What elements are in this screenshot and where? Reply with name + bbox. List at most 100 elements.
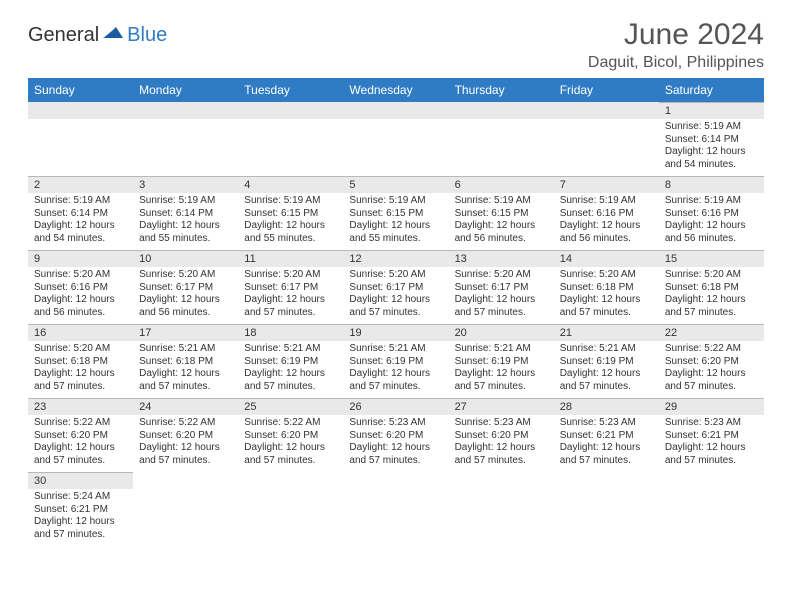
day-header: Monday (133, 78, 238, 102)
day-details: Sunrise: 5:21 AMSunset: 6:18 PMDaylight:… (133, 341, 238, 397)
day-number: 17 (133, 324, 238, 341)
day-number: 19 (343, 324, 448, 341)
header: General Blue June 2024 Daguit, Bicol, Ph… (28, 18, 764, 72)
sunrise-text: Sunrise: 5:19 AM (665, 195, 758, 208)
calendar-cell (343, 472, 448, 545)
sunset-text: Sunset: 6:20 PM (455, 430, 548, 443)
logo-text-general: General (28, 24, 99, 47)
sunset-text: Sunset: 6:14 PM (665, 134, 758, 147)
day-details: Sunrise: 5:20 AMSunset: 6:18 PMDaylight:… (554, 267, 659, 323)
sunset-text: Sunset: 6:17 PM (244, 282, 337, 295)
calendar-cell: 21Sunrise: 5:21 AMSunset: 6:19 PMDayligh… (554, 324, 659, 398)
daylight-text: Daylight: 12 hours and 57 minutes. (665, 294, 758, 319)
sunset-text: Sunset: 6:17 PM (139, 282, 232, 295)
empty-day-bar (133, 102, 238, 119)
day-details: Sunrise: 5:20 AMSunset: 6:17 PMDaylight:… (449, 267, 554, 323)
calendar-cell: 17Sunrise: 5:21 AMSunset: 6:18 PMDayligh… (133, 324, 238, 398)
sunset-text: Sunset: 6:21 PM (665, 430, 758, 443)
sunrise-text: Sunrise: 5:23 AM (349, 417, 442, 430)
day-number: 4 (238, 176, 343, 193)
calendar-cell: 29Sunrise: 5:23 AMSunset: 6:21 PMDayligh… (659, 398, 764, 472)
daylight-text: Daylight: 12 hours and 56 minutes. (560, 220, 653, 245)
day-details: Sunrise: 5:23 AMSunset: 6:21 PMDaylight:… (659, 415, 764, 471)
calendar-cell (449, 472, 554, 545)
calendar-cell: 20Sunrise: 5:21 AMSunset: 6:19 PMDayligh… (449, 324, 554, 398)
day-header: Saturday (659, 78, 764, 102)
month-title: June 2024 (588, 18, 764, 52)
empty-day-bar (28, 102, 133, 119)
day-header: Wednesday (343, 78, 448, 102)
calendar-table: SundayMondayTuesdayWednesdayThursdayFrid… (28, 78, 764, 545)
calendar-cell: 23Sunrise: 5:22 AMSunset: 6:20 PMDayligh… (28, 398, 133, 472)
day-details: Sunrise: 5:19 AMSunset: 6:15 PMDaylight:… (449, 193, 554, 249)
day-number: 25 (238, 398, 343, 415)
sunrise-text: Sunrise: 5:21 AM (560, 343, 653, 356)
sunset-text: Sunset: 6:19 PM (560, 356, 653, 369)
calendar-cell: 2Sunrise: 5:19 AMSunset: 6:14 PMDaylight… (28, 176, 133, 250)
daylight-text: Daylight: 12 hours and 57 minutes. (560, 442, 653, 467)
calendar-page: General Blue June 2024 Daguit, Bicol, Ph… (0, 0, 792, 563)
sunset-text: Sunset: 6:14 PM (34, 208, 127, 221)
day-number: 10 (133, 250, 238, 267)
sunrise-text: Sunrise: 5:19 AM (665, 121, 758, 134)
sunset-text: Sunset: 6:18 PM (665, 282, 758, 295)
sunrise-text: Sunrise: 5:19 AM (34, 195, 127, 208)
sunrise-text: Sunrise: 5:19 AM (560, 195, 653, 208)
daylight-text: Daylight: 12 hours and 57 minutes. (244, 294, 337, 319)
daylight-text: Daylight: 12 hours and 54 minutes. (665, 146, 758, 171)
sunset-text: Sunset: 6:18 PM (139, 356, 232, 369)
day-number: 23 (28, 398, 133, 415)
daylight-text: Daylight: 12 hours and 57 minutes. (139, 368, 232, 393)
daylight-text: Daylight: 12 hours and 57 minutes. (34, 368, 127, 393)
sunset-text: Sunset: 6:20 PM (349, 430, 442, 443)
day-number: 18 (238, 324, 343, 341)
sunrise-text: Sunrise: 5:24 AM (34, 491, 127, 504)
calendar-cell: 8Sunrise: 5:19 AMSunset: 6:16 PMDaylight… (659, 176, 764, 250)
calendar-cell: 15Sunrise: 5:20 AMSunset: 6:18 PMDayligh… (659, 250, 764, 324)
calendar-cell (28, 102, 133, 176)
day-number: 26 (343, 398, 448, 415)
sunrise-text: Sunrise: 5:20 AM (349, 269, 442, 282)
sunset-text: Sunset: 6:18 PM (34, 356, 127, 369)
calendar-cell: 3Sunrise: 5:19 AMSunset: 6:14 PMDaylight… (133, 176, 238, 250)
day-details: Sunrise: 5:19 AMSunset: 6:14 PMDaylight:… (659, 119, 764, 175)
daylight-text: Daylight: 12 hours and 57 minutes. (665, 442, 758, 467)
daylight-text: Daylight: 12 hours and 57 minutes. (349, 442, 442, 467)
calendar-cell: 16Sunrise: 5:20 AMSunset: 6:18 PMDayligh… (28, 324, 133, 398)
sunset-text: Sunset: 6:19 PM (455, 356, 548, 369)
daylight-text: Daylight: 12 hours and 55 minutes. (349, 220, 442, 245)
day-details: Sunrise: 5:22 AMSunset: 6:20 PMDaylight:… (238, 415, 343, 471)
calendar-week: 23Sunrise: 5:22 AMSunset: 6:20 PMDayligh… (28, 398, 764, 472)
calendar-cell: 27Sunrise: 5:23 AMSunset: 6:20 PMDayligh… (449, 398, 554, 472)
calendar-cell: 28Sunrise: 5:23 AMSunset: 6:21 PMDayligh… (554, 398, 659, 472)
empty-day-bar (238, 102, 343, 119)
calendar-cell: 14Sunrise: 5:20 AMSunset: 6:18 PMDayligh… (554, 250, 659, 324)
calendar-week: 1Sunrise: 5:19 AMSunset: 6:14 PMDaylight… (28, 102, 764, 176)
sunrise-text: Sunrise: 5:20 AM (34, 343, 127, 356)
sunset-text: Sunset: 6:16 PM (34, 282, 127, 295)
sunset-text: Sunset: 6:16 PM (560, 208, 653, 221)
sunrise-text: Sunrise: 5:20 AM (560, 269, 653, 282)
day-number: 3 (133, 176, 238, 193)
sunset-text: Sunset: 6:15 PM (349, 208, 442, 221)
sunrise-text: Sunrise: 5:20 AM (455, 269, 548, 282)
logo: General Blue (28, 24, 167, 47)
day-details: Sunrise: 5:22 AMSunset: 6:20 PMDaylight:… (133, 415, 238, 471)
calendar-week: 9Sunrise: 5:20 AMSunset: 6:16 PMDaylight… (28, 250, 764, 324)
calendar-cell: 30Sunrise: 5:24 AMSunset: 6:21 PMDayligh… (28, 472, 133, 545)
calendar-cell (238, 472, 343, 545)
day-details: Sunrise: 5:23 AMSunset: 6:20 PMDaylight:… (449, 415, 554, 471)
calendar-cell: 26Sunrise: 5:23 AMSunset: 6:20 PMDayligh… (343, 398, 448, 472)
calendar-header-row: SundayMondayTuesdayWednesdayThursdayFrid… (28, 78, 764, 102)
daylight-text: Daylight: 12 hours and 57 minutes. (244, 442, 337, 467)
calendar-cell: 5Sunrise: 5:19 AMSunset: 6:15 PMDaylight… (343, 176, 448, 250)
daylight-text: Daylight: 12 hours and 57 minutes. (244, 368, 337, 393)
sunset-text: Sunset: 6:20 PM (34, 430, 127, 443)
calendar-cell: 4Sunrise: 5:19 AMSunset: 6:15 PMDaylight… (238, 176, 343, 250)
day-details: Sunrise: 5:23 AMSunset: 6:20 PMDaylight:… (343, 415, 448, 471)
daylight-text: Daylight: 12 hours and 57 minutes. (349, 294, 442, 319)
calendar-cell: 11Sunrise: 5:20 AMSunset: 6:17 PMDayligh… (238, 250, 343, 324)
day-details: Sunrise: 5:19 AMSunset: 6:15 PMDaylight:… (238, 193, 343, 249)
calendar-cell: 22Sunrise: 5:22 AMSunset: 6:20 PMDayligh… (659, 324, 764, 398)
sunset-text: Sunset: 6:19 PM (244, 356, 337, 369)
